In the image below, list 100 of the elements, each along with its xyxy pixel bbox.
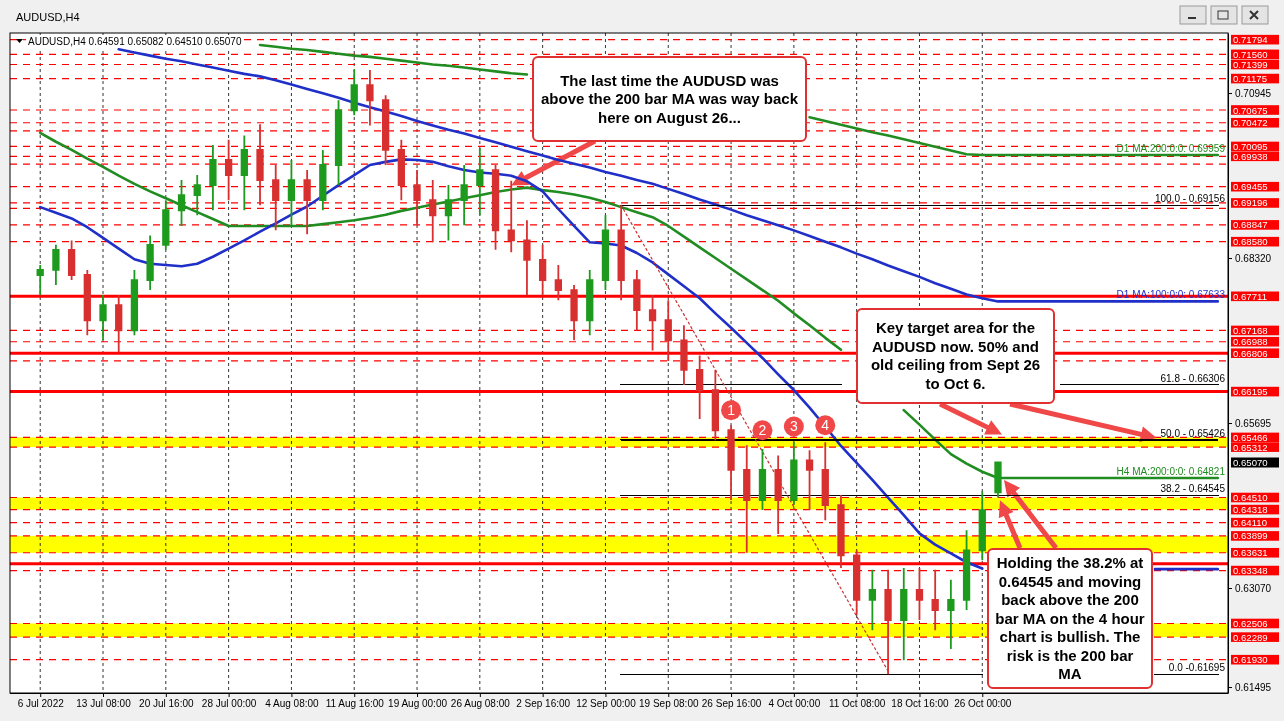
ref-line-label: 0.62506	[1233, 617, 1268, 629]
annotation: 1	[727, 402, 736, 419]
candlestick	[177, 179, 186, 227]
x-tick-label: 26 Aug 08:00	[450, 698, 511, 710]
ref-line-label: 0.69938	[1233, 150, 1268, 162]
y-tick-label: 0.61495	[1235, 681, 1272, 693]
text: 0.65070	[1233, 457, 1268, 468]
candlestick	[36, 264, 44, 297]
candlestick	[193, 174, 201, 217]
ref-line-label: 0.64510	[1233, 492, 1268, 504]
ref-line-label: 0.66195	[1233, 386, 1268, 398]
candlestick	[837, 494, 845, 569]
candlestick	[523, 219, 531, 297]
candlestick	[83, 269, 91, 337]
series-label: 61.8 - 0.66306	[1160, 372, 1226, 384]
candlestick	[743, 444, 751, 554]
candlestick	[648, 294, 657, 352]
ref-line-label: 0.71399	[1233, 58, 1268, 70]
candlestick	[931, 568, 939, 632]
x-tick-label: 4 Oct 00:00	[768, 698, 821, 710]
x-tick-label: 26 Oct 00:00	[954, 698, 1012, 710]
ref-line-label: 0.67168	[1233, 324, 1268, 336]
candlestick	[868, 568, 877, 632]
candlestick	[162, 199, 170, 251]
numbered-badge: 2	[752, 420, 773, 441]
x-tick-label: 11 Aug 16:00	[325, 698, 385, 710]
candlestick	[209, 143, 217, 212]
ref-line-label: 0.68847	[1233, 219, 1268, 231]
candlestick	[381, 94, 390, 166]
ref-line-label: 0.71794	[1233, 34, 1269, 46]
x-tick-label: 4 Aug 08:00	[265, 698, 320, 710]
candlestick	[444, 184, 453, 242]
ref-line-label: 0.64110	[1233, 517, 1267, 529]
candlestick	[115, 294, 123, 354]
chart-title: AUDUSD,H4	[16, 11, 80, 23]
ref-line-label: 0.63631	[1233, 547, 1268, 559]
candlestick	[821, 441, 829, 522]
x-tick-label: 12 Sep 00:00	[576, 698, 637, 710]
candlestick	[397, 138, 405, 202]
candlestick	[366, 69, 374, 127]
ref-line-label: 0.62289	[1233, 631, 1268, 643]
numbered-badge: 4	[815, 415, 836, 436]
ref-line-label: 0.69455	[1233, 181, 1268, 193]
ref-line-label: 0.61930	[1233, 654, 1268, 666]
ref-line-label: 0.70675	[1233, 104, 1268, 116]
candlestick	[884, 568, 892, 676]
chart-subtitle: AUDUSD,H4 0.64591 0.65082 0.64510 0.65070	[28, 36, 242, 47]
candlestick	[711, 369, 719, 442]
candlestick	[790, 441, 798, 506]
ref-line-label: 0.70095	[1233, 140, 1268, 152]
x-tick-label: 13 Jul 08:00	[76, 698, 132, 710]
x-tick-label: 19 Sep 08:00	[639, 698, 699, 710]
ref-line-label: 0.63348	[1233, 565, 1268, 577]
candlestick	[978, 490, 986, 562]
numbered-badge: 1	[721, 400, 742, 421]
series-label: D1 MA:100:0:0: 0.67633	[1116, 289, 1226, 301]
annotation: Key target area for the AUDUSD now. 50% and old ceiling from Sept 26 to Oct 6.	[870, 319, 1041, 392]
x-tick-label: 6 Jul 2022	[17, 698, 65, 710]
candlestick	[224, 138, 233, 202]
annotation: 3	[789, 418, 798, 435]
candlestick	[680, 324, 688, 386]
ref-line-label: 0.63899	[1233, 530, 1268, 542]
ref-line-label: 0.70472	[1233, 117, 1268, 129]
candlestick	[994, 460, 1002, 499]
candlestick	[554, 264, 562, 302]
annotation: 2	[758, 422, 767, 439]
ref-line-label: 0.68580	[1233, 236, 1268, 248]
candlestick	[947, 578, 955, 650]
y-tick-label: 0.70945	[1235, 87, 1272, 99]
ref-line-label: 0.69196	[1233, 197, 1268, 209]
series-label: 100.0 - 0.69156	[1154, 193, 1226, 205]
candlestick	[67, 239, 76, 281]
y-tick-label: 0.63070	[1235, 582, 1272, 594]
candlestick	[256, 123, 264, 207]
annotation: 4	[821, 417, 830, 434]
legend-label: 50.0 - 0.65426	[1160, 427, 1226, 439]
candlestick	[507, 179, 515, 254]
candlestick	[774, 454, 782, 535]
candlestick	[146, 234, 154, 291]
candlestick	[287, 159, 296, 227]
x-tick-label: 11 Oct 08:00	[828, 698, 886, 710]
ref-line-label: 0.64318	[1233, 504, 1268, 516]
candlestick	[570, 284, 578, 342]
candlestick	[303, 169, 311, 236]
candlestick	[915, 567, 924, 621]
ref-line-label: 0.66988	[1233, 336, 1268, 348]
series-label: 0.0 -0.61695	[1168, 662, 1226, 674]
candlestick	[476, 147, 484, 217]
candlestick	[696, 354, 704, 420]
x-tick-label: 20 Jul 16:00	[139, 698, 194, 710]
candlestick	[805, 449, 814, 511]
ref-line-label: 0.71175	[1233, 73, 1267, 85]
candlestick	[727, 424, 735, 501]
candlestick	[52, 243, 60, 286]
candlestick	[900, 567, 908, 662]
candlestick	[413, 169, 421, 227]
x-tick-label: 19 Aug 00:00	[388, 698, 448, 710]
annotation: The last time the AUDUSD was above the 200 bar MA was way back here on August 26...	[540, 71, 799, 126]
candlestick	[429, 179, 437, 244]
x-tick-label: 18 Oct 16:00	[891, 698, 950, 710]
